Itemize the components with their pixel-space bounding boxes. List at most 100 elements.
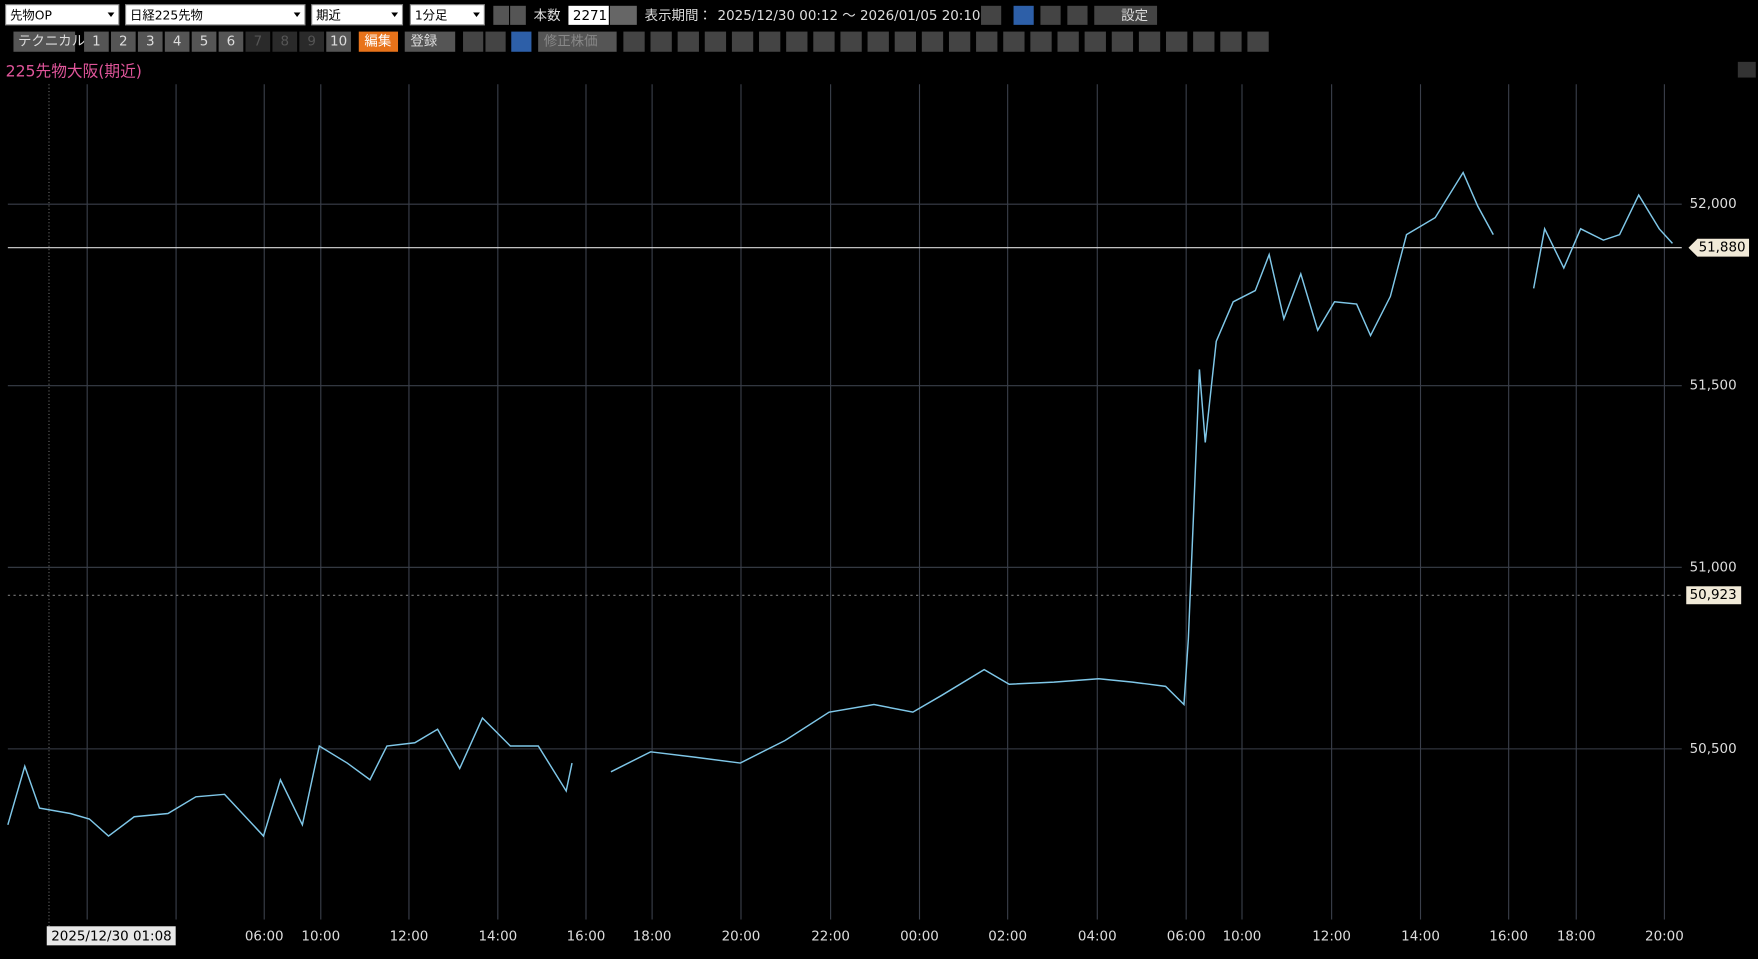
x-tick-label: 10:00: [1223, 929, 1262, 944]
cursor-tag: [46, 926, 176, 946]
tool-icon[interactable]: [786, 31, 808, 52]
count-value: 2271: [573, 9, 607, 24]
price-tag: [1688, 238, 1750, 257]
preset-label: 6: [227, 35, 236, 50]
tool-icon[interactable]: [813, 31, 835, 52]
tool-icon[interactable]: [704, 31, 727, 52]
tool-icon[interactable]: [1013, 5, 1034, 25]
settings-button[interactable]: [1094, 5, 1158, 25]
tool-icon[interactable]: [1166, 31, 1188, 52]
tool-icon[interactable]: [1003, 31, 1025, 52]
x-tick-label: 00:00: [900, 929, 939, 944]
tool-icon[interactable]: [921, 31, 944, 52]
select-box[interactable]: [5, 4, 120, 26]
preset-label: 10: [330, 35, 347, 50]
period-label: 表示期間：: [645, 8, 712, 24]
select-label: 期近: [316, 8, 341, 22]
tool-icon[interactable]: [1111, 31, 1134, 52]
x-tick-label: 14:00: [478, 929, 517, 944]
preset-button[interactable]: [218, 31, 244, 52]
nav-button[interactable]: [493, 5, 510, 25]
tool-icon[interactable]: [650, 31, 672, 52]
select-box[interactable]: [311, 4, 404, 26]
select-arrow: [473, 12, 480, 18]
tool-icon[interactable]: [1040, 5, 1061, 25]
tool-icon[interactable]: [1247, 31, 1269, 52]
tool-icon[interactable]: [867, 31, 889, 52]
adjusted-label: 修正株価: [544, 34, 598, 50]
price-line-series: [7, 170, 1673, 838]
tool-icon[interactable]: [1067, 5, 1088, 25]
preset-button[interactable]: [137, 31, 163, 52]
select-label: 1分足: [415, 8, 448, 22]
tool-icon[interactable]: [485, 31, 506, 52]
select-box[interactable]: [409, 4, 485, 26]
tool-icon[interactable]: [1220, 31, 1242, 52]
price-tag: [1686, 586, 1742, 605]
tool-icon[interactable]: [511, 31, 532, 52]
period-value: 2025/12/30 00:12 ～ 2026/01/05 20:10: [718, 9, 981, 24]
tool-icon[interactable]: [840, 31, 862, 52]
preset-button[interactable]: [326, 31, 351, 52]
tool-icon[interactable]: [976, 31, 998, 52]
select-label: 日経225先物: [130, 8, 203, 22]
technical-label: テクニカル: [18, 34, 85, 50]
settings-label: 設定: [1121, 8, 1148, 24]
register-button[interactable]: [404, 31, 456, 52]
x-tick-label: 12:00: [1312, 929, 1351, 944]
price-tag-label: 51,880: [1699, 241, 1746, 256]
preset-label: 7: [254, 35, 263, 50]
x-tick-label: 18:00: [633, 929, 672, 944]
tool-icon[interactable]: [677, 31, 699, 52]
x-tick-label: 04:00: [1078, 929, 1117, 944]
preset-label: 4: [173, 35, 182, 50]
select-label: 先物OP: [10, 8, 52, 22]
tool-icon[interactable]: [1057, 31, 1079, 52]
y-tick-label: 50,500: [1690, 742, 1737, 757]
tool-icon[interactable]: [948, 31, 971, 52]
nav-button[interactable]: [510, 5, 526, 25]
tool-icon[interactable]: [759, 31, 781, 52]
select-arrow: [293, 12, 301, 18]
tool-icon[interactable]: [894, 31, 916, 52]
tool-icon[interactable]: [1138, 31, 1161, 52]
preset-button[interactable]: [110, 31, 136, 52]
collapse-button[interactable]: [1737, 61, 1756, 78]
count-spin[interactable]: [609, 5, 637, 25]
tool-icon[interactable]: [731, 31, 754, 52]
preset-label: 3: [146, 35, 155, 50]
register-label: 登録: [410, 34, 437, 50]
preset-label: 8: [280, 35, 289, 50]
tool-icon[interactable]: [463, 31, 484, 52]
tool-icon[interactable]: [623, 31, 645, 52]
chart-title: 225先物大阪(期近): [6, 61, 142, 80]
tool-icon[interactable]: [981, 5, 1002, 25]
x-tick-label: 18:00: [1557, 929, 1596, 944]
preset-button[interactable]: [272, 31, 298, 52]
x-tick-label: 06:00: [1167, 929, 1206, 944]
x-tick-label: 20:00: [1645, 929, 1684, 944]
preset-button[interactable]: [191, 31, 217, 52]
select-arrow: [107, 12, 115, 18]
preset-label: 2: [119, 35, 128, 50]
price-tag-label: 50,923: [1690, 588, 1737, 603]
select-box[interactable]: [125, 4, 306, 26]
tool-icon[interactable]: [1030, 31, 1052, 52]
x-tick-label: 16:00: [1489, 929, 1528, 944]
technical-button[interactable]: [13, 31, 76, 52]
tool-icon[interactable]: [1193, 31, 1215, 52]
preset-button[interactable]: [164, 31, 190, 52]
edit-button[interactable]: [358, 31, 399, 52]
preset-button[interactable]: [84, 31, 109, 52]
preset-button[interactable]: [245, 31, 271, 52]
count-input[interactable]: [568, 5, 609, 25]
tool-icon[interactable]: [1084, 31, 1106, 52]
adjusted-button[interactable]: [538, 31, 617, 52]
preset-label: 5: [200, 35, 209, 50]
preset-label: 1: [92, 35, 101, 50]
edit-label: 編集: [364, 34, 391, 50]
preset-button[interactable]: [299, 31, 325, 52]
